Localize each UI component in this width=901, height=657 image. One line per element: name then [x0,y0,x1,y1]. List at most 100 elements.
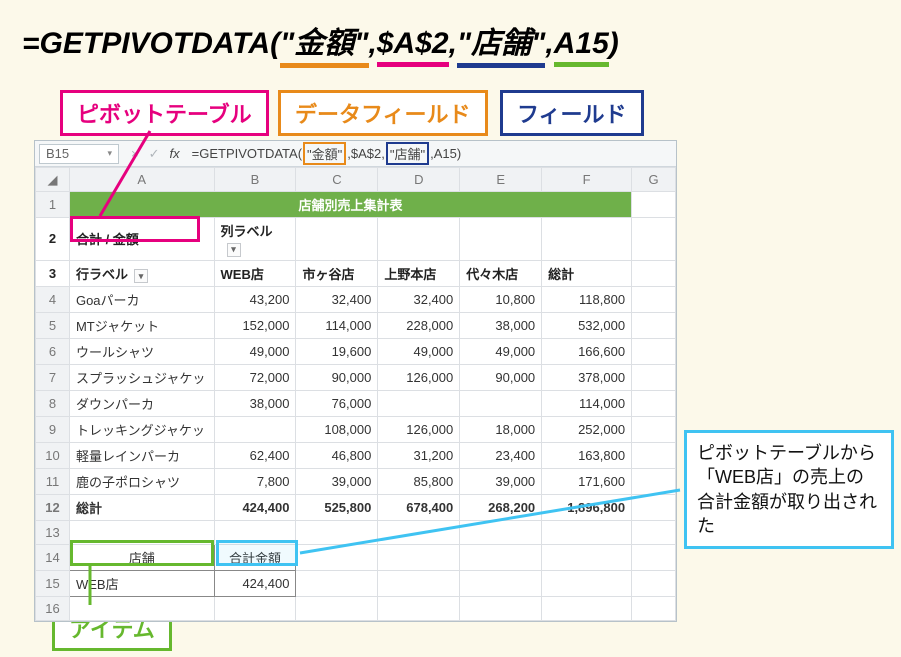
cell-F8[interactable]: 114,000 [542,391,632,417]
cell-C4[interactable]: 32,400 [296,287,378,313]
cell-C9[interactable]: 108,000 [296,417,378,443]
filter-icon[interactable]: ▾ [227,243,241,257]
cell-F11[interactable]: 171,600 [542,469,632,495]
cell-F10[interactable]: 163,800 [542,443,632,469]
cell-B15[interactable]: 424,400 [214,571,296,597]
cell-C5[interactable]: 114,000 [296,313,378,339]
col-A[interactable]: A [69,168,214,192]
cell-A6[interactable]: ウールシャツ [69,339,214,365]
cell-B10[interactable]: 62,400 [214,443,296,469]
cell-A10[interactable]: 軽量レインパーカ [69,443,214,469]
total-1[interactable]: 525,800 [296,495,378,521]
cell-A7[interactable]: スプラッシュジャケッ [69,365,214,391]
hdr-ichigaya[interactable]: 市ヶ谷店 [296,260,378,287]
cell-E6[interactable]: 49,000 [460,339,542,365]
cell-B6[interactable]: 49,000 [214,339,296,365]
rowhdr-15[interactable]: 15 [36,571,70,597]
cell-C11[interactable]: 39,000 [296,469,378,495]
cell-E11[interactable]: 39,000 [460,469,542,495]
col-F[interactable]: F [542,168,632,192]
cell-D6[interactable]: 49,000 [378,339,460,365]
cell-B7[interactable]: 72,000 [214,365,296,391]
cell-F5[interactable]: 532,000 [542,313,632,339]
col-B[interactable]: B [214,168,296,192]
cell-A8[interactable]: ダウンパーカ [69,391,214,417]
col-G[interactable]: G [632,168,676,192]
formula-arg2: $A$2 [377,27,449,61]
total-label[interactable]: 総計 [69,495,214,521]
cell-A14[interactable]: 店舗 [69,545,214,571]
cell-D11[interactable]: 85,800 [378,469,460,495]
hdr-web[interactable]: WEB店 [214,260,296,287]
rowhdr-4[interactable]: 4 [36,287,70,313]
rowhdr-14[interactable]: 14 [36,545,70,571]
cell-C8[interactable]: 76,000 [296,391,378,417]
cell-E7[interactable]: 90,000 [460,365,542,391]
rowhdr-3[interactable]: 3 [36,260,70,287]
formula-bar[interactable]: =GETPIVOTDATA( "金額" ,$A$2, "店舗" ,A15) [188,142,676,165]
cell-E5[interactable]: 38,000 [460,313,542,339]
col-C[interactable]: C [296,168,378,192]
total-3[interactable]: 268,200 [460,495,542,521]
cell-A2[interactable]: 合計 / 金額 [69,218,214,261]
cell-C7[interactable]: 90,000 [296,365,378,391]
cell-F9[interactable]: 252,000 [542,417,632,443]
cell-A3[interactable]: 行ラベル▾ [69,260,214,287]
cell-B14[interactable]: 合計金額 [214,545,296,571]
total-2[interactable]: 678,400 [378,495,460,521]
check-icon[interactable]: ✓ [149,146,160,162]
hdr-yoyogi[interactable]: 代々木店 [460,260,542,287]
spreadsheet-grid[interactable]: ◢ A B C D E F G 1 店舗別売上集計表 2 合計 / 金額 列ラベ… [35,167,676,621]
cell-E10[interactable]: 23,400 [460,443,542,469]
cell-A9[interactable]: トレッキングジャケッ [69,417,214,443]
cell-B2[interactable]: 列ラベル▾ [214,218,296,261]
cell-D7[interactable]: 126,000 [378,365,460,391]
rowhdr-9[interactable]: 9 [36,417,70,443]
cell-A11[interactable]: 鹿の子ポロシャツ [69,469,214,495]
rowhdr-6[interactable]: 6 [36,339,70,365]
rowhdr-10[interactable]: 10 [36,443,70,469]
rowhdr-16[interactable]: 16 [36,597,70,621]
cell-B4[interactable]: 43,200 [214,287,296,313]
rowhdr-13[interactable]: 13 [36,521,70,545]
chevron-down-icon[interactable]: ▾ [107,148,112,159]
col-E[interactable]: E [460,168,542,192]
cell-E8[interactable] [460,391,542,417]
fx-icon[interactable]: fx [170,146,180,161]
cell-F7[interactable]: 378,000 [542,365,632,391]
cell-D9[interactable]: 126,000 [378,417,460,443]
cell-B8[interactable]: 38,000 [214,391,296,417]
cell-D10[interactable]: 31,200 [378,443,460,469]
cell-F6[interactable]: 166,600 [542,339,632,365]
rowhdr-8[interactable]: 8 [36,391,70,417]
rowhdr-11[interactable]: 11 [36,469,70,495]
rowhdr-7[interactable]: 7 [36,365,70,391]
hdr-total[interactable]: 総計 [542,260,632,287]
rowhdr-2[interactable]: 2 [36,218,70,261]
cell-A15[interactable]: WEB店 [69,571,214,597]
select-all-cell[interactable]: ◢ [36,168,70,192]
rowhdr-1[interactable]: 1 [36,192,70,218]
cancel-icon[interactable]: × [131,146,139,161]
hdr-ueno[interactable]: 上野本店 [378,260,460,287]
col-D[interactable]: D [378,168,460,192]
filter-icon[interactable]: ▾ [134,269,148,283]
cell-B11[interactable]: 7,800 [214,469,296,495]
cell-E9[interactable]: 18,000 [460,417,542,443]
rowhdr-5[interactable]: 5 [36,313,70,339]
cell-F4[interactable]: 118,800 [542,287,632,313]
cell-D8[interactable] [378,391,460,417]
cell-C10[interactable]: 46,800 [296,443,378,469]
cell-B5[interactable]: 152,000 [214,313,296,339]
name-box[interactable]: B15 ▾ [39,144,119,164]
cell-A5[interactable]: MTジャケット [69,313,214,339]
cell-B9[interactable] [214,417,296,443]
cell-C6[interactable]: 19,600 [296,339,378,365]
cell-A4[interactable]: Goaパーカ [69,287,214,313]
total-4[interactable]: 1,896,800 [542,495,632,521]
cell-D5[interactable]: 228,000 [378,313,460,339]
total-0[interactable]: 424,400 [214,495,296,521]
cell-E4[interactable]: 10,800 [460,287,542,313]
cell-D4[interactable]: 32,400 [378,287,460,313]
rowhdr-12[interactable]: 12 [36,495,70,521]
